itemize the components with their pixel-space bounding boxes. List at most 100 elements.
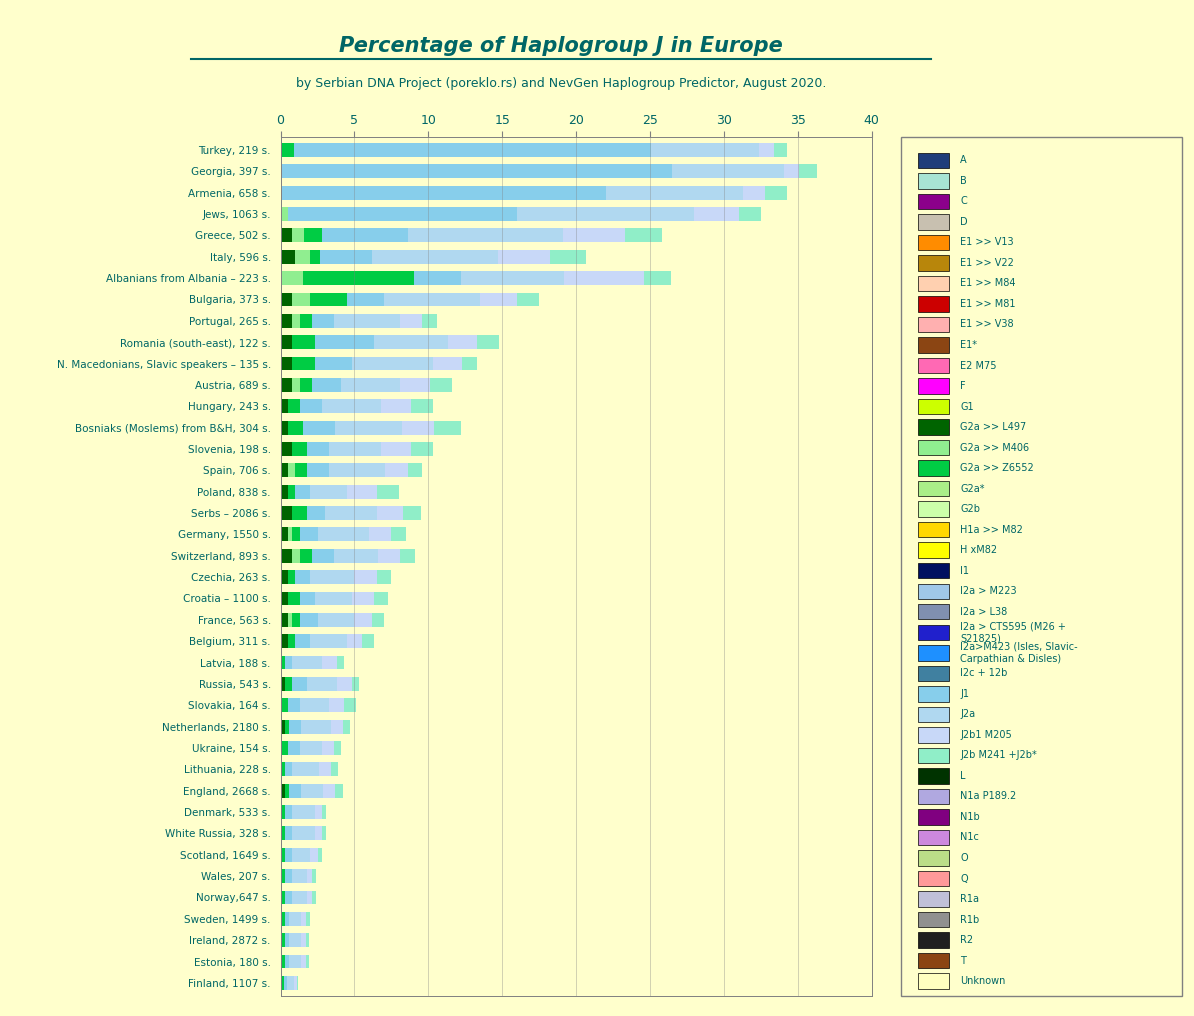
FancyBboxPatch shape xyxy=(918,871,949,886)
Bar xyxy=(330,698,344,712)
Bar xyxy=(281,826,285,840)
Bar xyxy=(285,762,293,776)
Bar xyxy=(294,143,652,156)
Bar xyxy=(285,677,293,691)
Bar xyxy=(300,698,330,712)
FancyBboxPatch shape xyxy=(918,152,949,168)
Bar xyxy=(347,634,362,648)
FancyBboxPatch shape xyxy=(918,625,949,640)
FancyBboxPatch shape xyxy=(918,481,949,497)
Bar xyxy=(281,955,285,968)
FancyBboxPatch shape xyxy=(918,255,949,270)
Bar xyxy=(312,890,316,904)
Bar xyxy=(281,847,285,862)
Bar xyxy=(288,527,293,542)
Bar xyxy=(376,570,392,584)
FancyBboxPatch shape xyxy=(918,297,949,312)
Bar xyxy=(448,335,478,350)
Bar xyxy=(293,549,300,563)
Bar xyxy=(281,421,288,435)
Bar xyxy=(334,314,400,328)
Text: I2a > L38: I2a > L38 xyxy=(960,607,1008,617)
Text: Percentage of Haplogroup J in Europe: Percentage of Haplogroup J in Europe xyxy=(339,36,783,56)
Bar xyxy=(644,271,671,285)
Bar xyxy=(318,613,355,627)
FancyBboxPatch shape xyxy=(918,543,949,558)
Bar xyxy=(281,271,303,285)
Text: Unknown: Unknown xyxy=(960,976,1005,987)
Bar xyxy=(355,570,376,584)
Bar xyxy=(312,378,341,392)
Text: G2a >> L497: G2a >> L497 xyxy=(960,422,1027,432)
Bar xyxy=(325,506,376,520)
Bar xyxy=(300,314,312,328)
FancyBboxPatch shape xyxy=(918,194,949,209)
FancyBboxPatch shape xyxy=(918,214,949,230)
Bar xyxy=(310,485,347,499)
Bar xyxy=(288,741,300,755)
Bar xyxy=(281,463,288,478)
Bar xyxy=(307,677,337,691)
Bar xyxy=(404,506,421,520)
Bar xyxy=(293,677,307,691)
Bar xyxy=(281,335,293,350)
Bar xyxy=(285,655,293,670)
Text: A: A xyxy=(960,155,967,166)
Bar xyxy=(307,442,330,456)
Text: Q: Q xyxy=(960,874,968,884)
Text: N1c: N1c xyxy=(960,832,979,842)
Bar xyxy=(374,335,448,350)
Bar xyxy=(288,634,295,648)
Bar xyxy=(288,207,517,221)
Bar xyxy=(295,250,310,264)
FancyBboxPatch shape xyxy=(918,809,949,825)
FancyBboxPatch shape xyxy=(918,583,949,599)
FancyBboxPatch shape xyxy=(918,420,949,435)
Bar xyxy=(310,634,347,648)
Bar xyxy=(517,293,540,307)
Bar xyxy=(289,783,301,798)
Text: I2a > M223: I2a > M223 xyxy=(960,586,1017,596)
Bar xyxy=(281,570,288,584)
FancyBboxPatch shape xyxy=(918,173,949,189)
FancyBboxPatch shape xyxy=(918,275,949,292)
Bar xyxy=(310,293,347,307)
Bar xyxy=(331,762,338,776)
Bar xyxy=(314,357,351,371)
Bar xyxy=(293,506,307,520)
Bar xyxy=(312,549,334,563)
Bar xyxy=(652,143,759,156)
Bar xyxy=(307,869,312,883)
Text: O: O xyxy=(960,853,968,863)
Bar xyxy=(293,357,314,371)
Text: G2a >> M406: G2a >> M406 xyxy=(960,443,1029,452)
Bar xyxy=(312,314,334,328)
Bar xyxy=(306,934,309,947)
Bar xyxy=(314,335,374,350)
FancyBboxPatch shape xyxy=(918,399,949,415)
Text: R1a: R1a xyxy=(960,894,979,904)
FancyBboxPatch shape xyxy=(918,788,949,805)
Bar xyxy=(301,911,306,926)
Bar xyxy=(310,250,320,264)
Bar xyxy=(300,399,322,414)
Text: N1b: N1b xyxy=(960,812,980,822)
Bar xyxy=(301,719,331,734)
Bar xyxy=(281,229,293,243)
Bar xyxy=(624,229,661,243)
Bar xyxy=(303,271,413,285)
Bar xyxy=(281,934,285,947)
Bar xyxy=(293,869,307,883)
Bar xyxy=(281,207,288,221)
Bar xyxy=(461,271,565,285)
Text: E1 >> V22: E1 >> V22 xyxy=(960,258,1014,268)
Bar xyxy=(289,934,301,947)
Bar xyxy=(384,293,480,307)
Text: G2a >> Z6552: G2a >> Z6552 xyxy=(960,463,1034,473)
Bar xyxy=(307,506,325,520)
Bar xyxy=(281,165,672,178)
Bar xyxy=(407,229,562,243)
Bar xyxy=(517,207,694,221)
Bar xyxy=(281,976,283,990)
Bar xyxy=(285,783,289,798)
